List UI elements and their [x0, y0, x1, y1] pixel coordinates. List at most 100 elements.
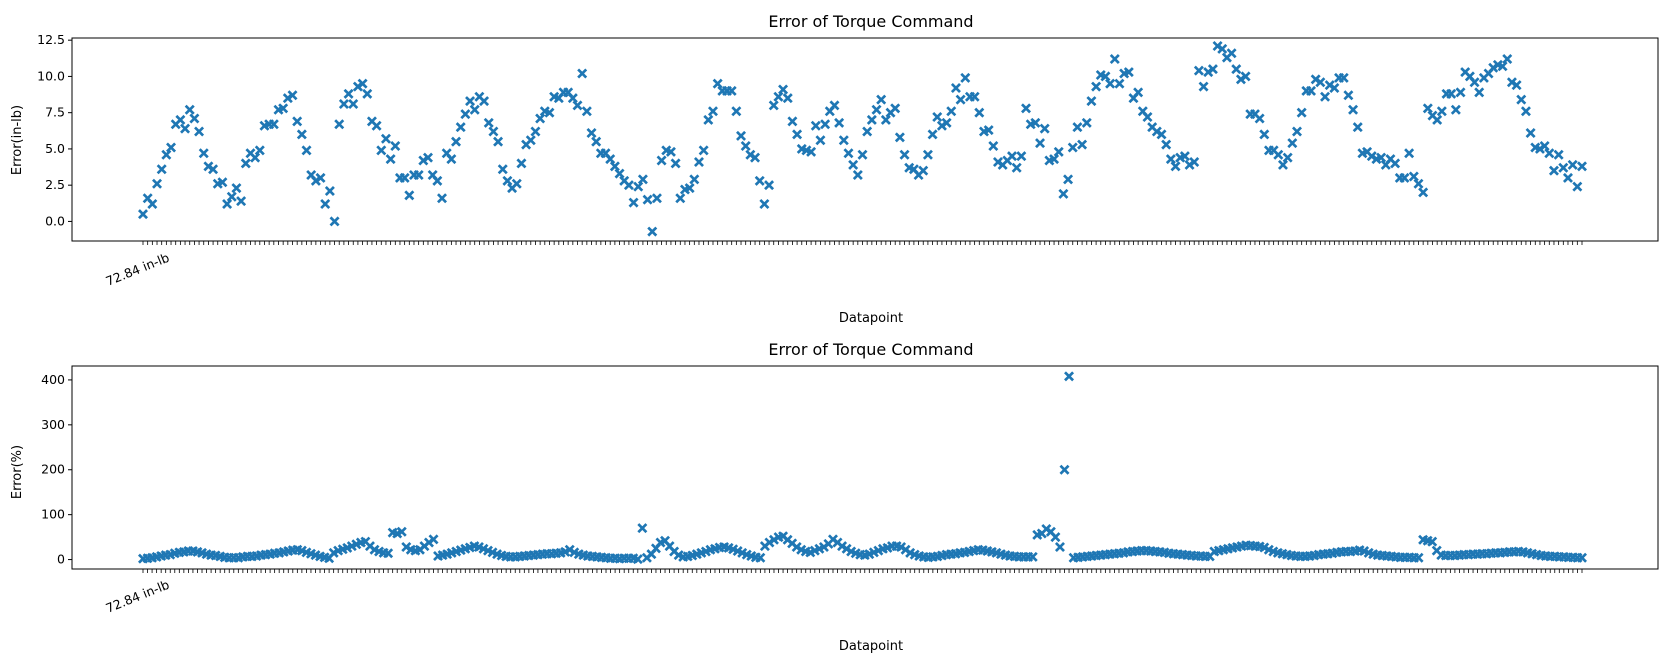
data-point — [1030, 117, 1041, 128]
data-point — [1016, 151, 1027, 162]
data-point — [1054, 541, 1065, 552]
data-point — [455, 122, 466, 133]
data-point — [198, 148, 209, 159]
data-point — [1254, 113, 1265, 124]
data-point — [530, 126, 541, 137]
data-point — [1049, 154, 1060, 165]
data-point — [1572, 181, 1583, 192]
data-point — [647, 226, 658, 237]
data-point — [960, 72, 971, 83]
data-point — [278, 103, 289, 114]
data-point — [1455, 87, 1466, 98]
y-axis-label: Error(%) — [10, 445, 25, 499]
data-point — [1577, 161, 1587, 172]
data-point — [1133, 87, 1144, 98]
y-tick-label: 100 — [41, 507, 65, 522]
data-point — [983, 125, 994, 136]
data-point — [428, 534, 439, 545]
data-point — [586, 127, 597, 138]
data-point — [1021, 103, 1032, 114]
data-points — [138, 40, 1587, 237]
data-point — [740, 141, 751, 152]
data-point — [1553, 149, 1564, 160]
data-point — [581, 106, 592, 117]
tick-marks: 0 100 200 300 400 — [41, 372, 1583, 573]
data-point — [385, 154, 396, 165]
data-point — [1161, 139, 1172, 150]
data-point — [955, 94, 966, 105]
data-point — [479, 96, 490, 107]
data-point — [1315, 77, 1326, 88]
data-point — [544, 107, 555, 118]
data-point — [502, 175, 513, 186]
data-point — [894, 132, 905, 143]
data-point — [707, 106, 718, 117]
data-point — [184, 104, 195, 115]
data-point — [343, 88, 354, 99]
data-point — [637, 523, 648, 534]
data-point — [296, 129, 307, 140]
axes-frame — [71, 365, 1659, 570]
data-point — [1277, 159, 1288, 170]
data-point — [712, 78, 723, 89]
data-point — [287, 90, 298, 101]
data-point — [698, 145, 709, 156]
data-point — [899, 149, 910, 160]
data-point — [605, 154, 616, 165]
data-point — [591, 136, 602, 147]
y-tick-label: 5.0 — [45, 141, 65, 156]
data-point — [357, 78, 368, 89]
data-point — [852, 170, 863, 181]
data-point — [423, 152, 433, 163]
data-point — [1436, 106, 1447, 117]
data-point — [1329, 83, 1340, 94]
data-point — [380, 133, 391, 144]
data-point — [240, 158, 251, 169]
data-point — [782, 93, 793, 104]
data-point — [628, 197, 639, 208]
data-point — [1240, 71, 1251, 82]
x-axis-label: Datapoint — [839, 639, 903, 654]
data-point — [1558, 162, 1569, 173]
data-point — [1399, 172, 1410, 183]
data-point — [974, 107, 985, 118]
y-tick-label: 12.5 — [37, 32, 65, 47]
data-point — [236, 196, 247, 207]
data-point — [857, 149, 868, 160]
data-point — [829, 100, 840, 111]
data-point — [1063, 174, 1074, 185]
data-point — [1427, 536, 1438, 547]
data-point — [1502, 54, 1513, 65]
data-point — [1207, 64, 1218, 75]
data-point — [1516, 94, 1527, 105]
data-point — [1007, 151, 1018, 162]
data-point — [1231, 64, 1242, 75]
data-point — [437, 193, 448, 204]
data-point — [633, 181, 644, 192]
data-point — [665, 146, 676, 157]
data-point — [1059, 464, 1070, 475]
data-point — [806, 146, 817, 157]
data-point — [488, 126, 499, 137]
data-point — [843, 148, 854, 159]
data-point — [1292, 126, 1302, 137]
data-point — [703, 114, 714, 125]
y-tick-label: 10.0 — [37, 68, 65, 83]
data-point — [1058, 188, 1069, 199]
data-point — [1469, 77, 1480, 88]
data-point — [383, 548, 394, 559]
data-point — [1418, 187, 1429, 198]
data-point — [1011, 162, 1022, 173]
data-point — [642, 194, 653, 205]
data-point — [1525, 127, 1536, 138]
data-point — [324, 185, 335, 196]
data-point — [250, 152, 261, 163]
data-point — [1226, 48, 1237, 59]
data-point — [1179, 151, 1190, 162]
data-point — [946, 106, 957, 117]
data-point — [838, 135, 849, 146]
data-point — [736, 130, 747, 141]
data-point — [1404, 148, 1415, 159]
data-point — [787, 116, 798, 127]
